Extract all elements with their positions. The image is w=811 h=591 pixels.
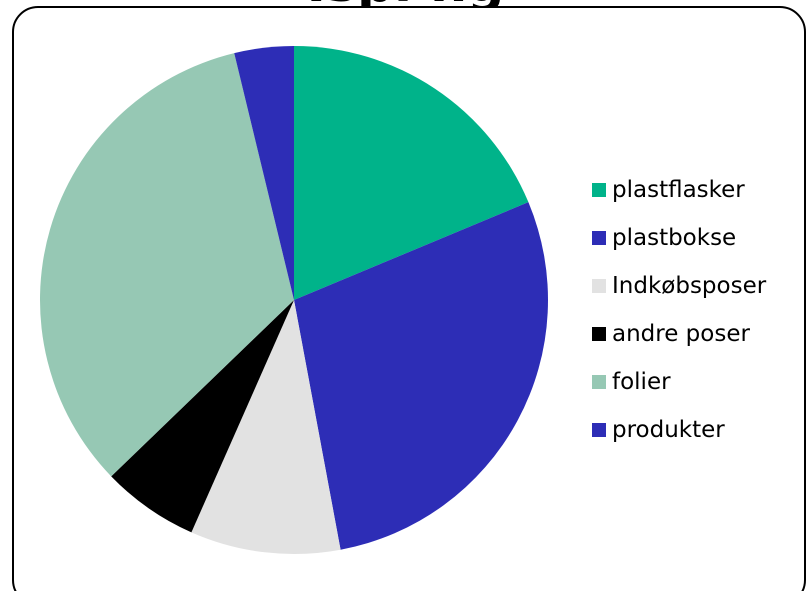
legend-label: plastbokse <box>612 225 737 251</box>
legend-label: produkter <box>612 417 725 443</box>
pie-slice-indkøbsposer <box>191 300 341 554</box>
legend-label: Indkøbsposer <box>612 273 767 299</box>
legend-item: plastbokse <box>592 214 802 262</box>
chart-legend: plastflasker plastbokse Indkøbsposer andre … <box>592 166 802 454</box>
pie-slices <box>39 46 548 554</box>
pie-slice-andre-poser <box>111 300 294 533</box>
legend-swatch <box>592 231 606 245</box>
legend-label: andre poser <box>612 321 750 347</box>
pie-slice-produkter <box>234 46 294 300</box>
legend-swatch <box>592 183 606 197</box>
pie-slice-folier <box>39 53 295 477</box>
legend-swatch <box>592 327 606 341</box>
legend-swatch <box>592 375 606 389</box>
legend-label: folier <box>612 369 671 395</box>
pie-slice-plastbokse <box>294 202 548 550</box>
legend-item: produkter <box>592 406 802 454</box>
legend-swatch <box>592 279 606 293</box>
legend-item: folier <box>592 358 802 406</box>
pie-slice-plastflasker <box>294 46 529 300</box>
legend-item: Indkøbsposer <box>592 262 802 310</box>
legend-label: plastflasker <box>612 177 745 203</box>
legend-swatch <box>592 423 606 437</box>
legend-item: plastflasker <box>592 166 802 214</box>
legend-item: andre poser <box>592 310 802 358</box>
